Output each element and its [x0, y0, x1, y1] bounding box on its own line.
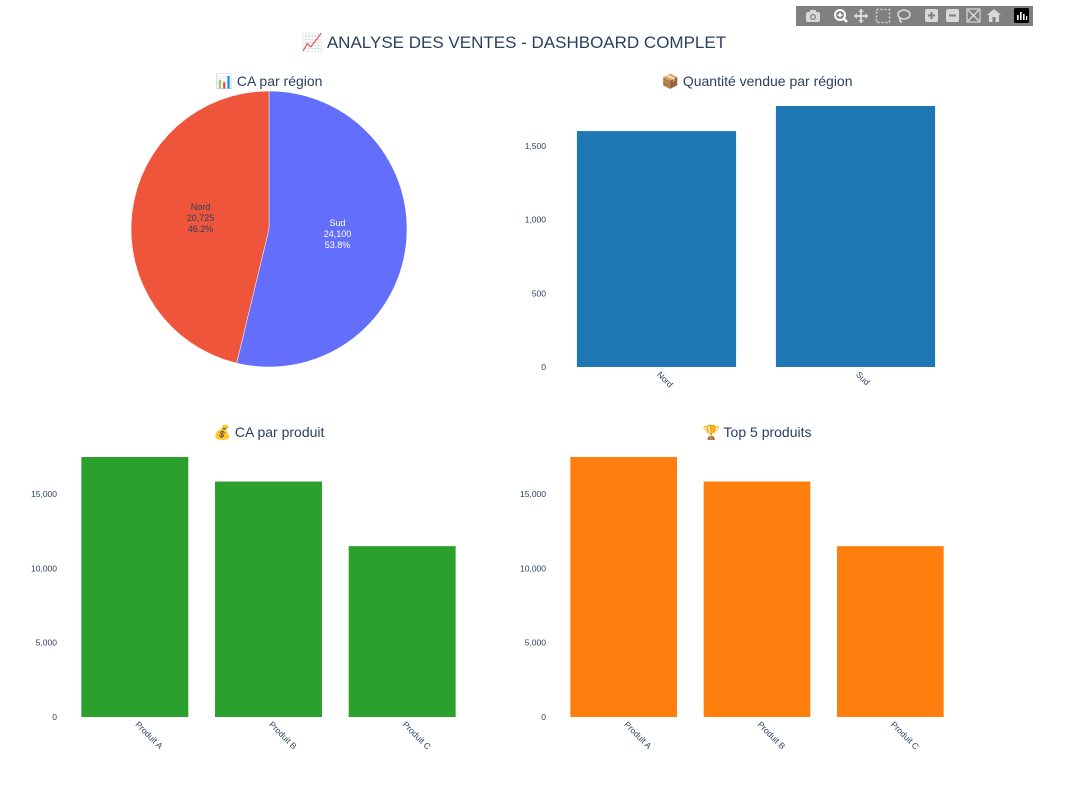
ca-produit-bar-produit-c[interactable] [348, 546, 456, 717]
qty-plot-area: 0 500 1,000 1,500 Nord Sud [525, 106, 936, 390]
top5-ytick-label: 0 [541, 712, 546, 722]
top5-ytick-label: 15,000 [520, 489, 546, 499]
zoom-in-icon[interactable] [925, 9, 938, 22]
qty-xtick-label: Sud [854, 369, 872, 387]
qty-bar-nord[interactable] [576, 131, 737, 367]
ca-produit-xtick-label: Produit A [133, 719, 165, 751]
qty-xtick-label: Nord [655, 369, 675, 389]
ca-produit-plot-area: 0 5,000 10,000 15,000 Produit A Produit B Prod… [31, 457, 456, 751]
pan-icon[interactable] [854, 9, 868, 23]
qty-ytick-label: 1,500 [525, 141, 547, 151]
ca-produit-ytick-label: 15,000 [31, 489, 57, 499]
pie-label-line: 20,725 [187, 213, 215, 223]
autoscale-icon[interactable] [966, 8, 981, 23]
top5-xtick-label: Produit A [622, 719, 654, 751]
ca-produit-bar-produit-b[interactable] [215, 481, 322, 717]
pie-chart-title: 📊 CA par région [216, 73, 323, 90]
pie-label-line: 24,100 [324, 229, 352, 239]
zoom-icon[interactable] [834, 9, 848, 23]
ca-produit-xtick-label: Produit C [401, 719, 433, 751]
top5-xtick-label: Produit B [756, 719, 788, 751]
ca-produit-ytick-label: 5,000 [36, 638, 58, 648]
ca-produit-ytick-label: 0 [52, 712, 57, 722]
top5-ytick-label: 10,000 [520, 563, 546, 573]
modebar [796, 6, 1033, 26]
ca-produit-ytick-label: 10,000 [31, 563, 57, 573]
bar-chart-ca-par-produit: 💰 CA par produit 0 5,000 10,000 15,000 Produ… [31, 424, 456, 751]
pie-label-line: Nord [191, 202, 211, 212]
bar-chart-quantite-par-region: 📦 Quantité vendue par région 0 500 1,000 1,… [525, 73, 936, 390]
plotly-logo-icon[interactable] [1014, 8, 1029, 23]
lasso-select-icon[interactable] [897, 9, 911, 23]
top5-chart-title: 🏆 Top 5 produits [702, 424, 811, 441]
top5-ytick-label: 5,000 [525, 638, 547, 648]
pie-label-line: 46.2% [188, 224, 214, 234]
pie-slice-nord[interactable] [130, 90, 270, 364]
pie-label-line: 53.8% [325, 240, 351, 250]
zoom-out-icon[interactable] [946, 9, 959, 22]
pie-slice-sud[interactable] [236, 90, 408, 368]
top5-bar-produit-c[interactable] [837, 546, 944, 717]
ca-produit-bar-produit-a[interactable] [81, 457, 189, 717]
box-select-icon[interactable] [875, 8, 891, 24]
pie-label-line: Sud [330, 218, 346, 228]
dashboard-title: 📈 ANALYSE DES VENTES - DASHBOARD COMPLET [302, 32, 726, 52]
qty-bar-sud[interactable] [775, 106, 936, 367]
top5-xtick-label: Produit C [889, 719, 921, 751]
bar-chart-top-5-produits: 🏆 Top 5 produits 0 5,000 10,000 15,000 Produ… [520, 424, 944, 751]
top5-plot-area: 0 5,000 10,000 15,000 Produit A Produit B Prod… [520, 457, 944, 751]
ca-produit-xtick-label: Produit B [267, 719, 299, 751]
qty-ytick-label: 500 [532, 288, 546, 298]
qty-chart-title: 📦 Quantité vendue par région [662, 73, 853, 90]
qty-ytick-label: 0 [541, 362, 546, 372]
qty-ytick-label: 1,000 [525, 215, 547, 225]
camera-icon[interactable] [806, 10, 820, 22]
top5-bar-produit-b[interactable] [703, 481, 811, 717]
ca-produit-chart-title: 💰 CA par produit [214, 424, 325, 441]
reset-axes-icon[interactable] [987, 9, 1001, 22]
top5-bar-produit-a[interactable] [570, 457, 677, 717]
